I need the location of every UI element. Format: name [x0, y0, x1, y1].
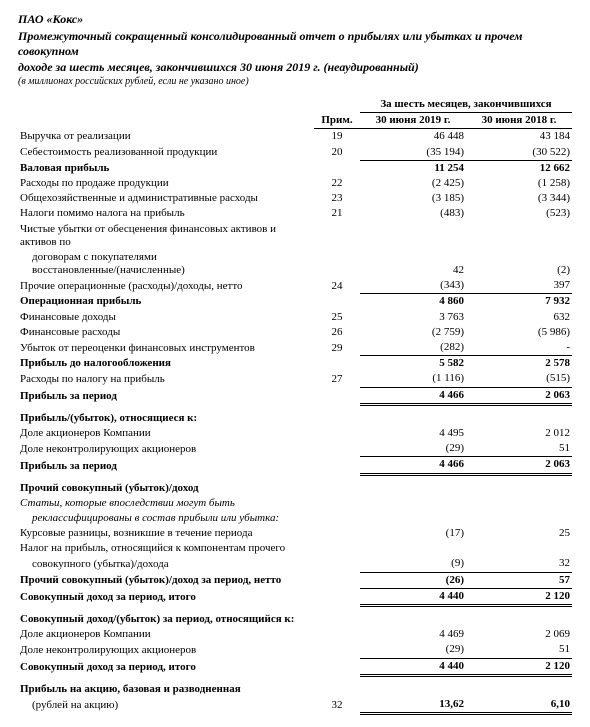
- row-eps-header: Прибыль на акцию, базовая и разводненная: [18, 682, 572, 697]
- income-statement-table: За шесть месяцев, закончившихся Прим. 30…: [18, 97, 572, 715]
- row-profit-period: Прибыль за период 4 466 2 063: [18, 387, 572, 404]
- col-2019-header: 30 июня 2019 г.: [360, 113, 466, 129]
- row-finance-expense: Финансовые расходы 26 (2 759) (5 986): [18, 325, 572, 340]
- row-tci-owners: Доле акционеров Компании 4 469 2 069: [18, 627, 572, 642]
- row-selling: Расходы по продаже продукции 22 (2 425) …: [18, 176, 572, 191]
- row-attr-nci: Доле неконтролирующих акционеров (29) 51: [18, 441, 572, 457]
- col-2018-header: 30 июня 2018 г.: [466, 113, 572, 129]
- row-oci-net: Прочий совокупный (убыток)/доход за пери…: [18, 572, 572, 588]
- row-revaluation: Убыток от переоценки финансовых инструме…: [18, 340, 572, 356]
- units-note: (в миллионах российских рублей, если не …: [18, 76, 572, 87]
- period-header: За шесть месяцев, закончившихся: [360, 97, 572, 113]
- row-reclass-1: Статьи, которые впоследствии могут быть: [18, 496, 572, 511]
- row-tci-nci: Доле неконтролирующих акционеров (29) 51: [18, 642, 572, 658]
- row-attr-owners: Доле акционеров Компании 4 495 2 012: [18, 426, 572, 441]
- row-impairment-2: договорам с покупателями восстановленные…: [18, 250, 572, 278]
- report-title-line2: доходе за шесть месяцев, закончившихся 3…: [18, 60, 572, 75]
- row-finance-income: Финансовые доходы 25 3 763 632: [18, 310, 572, 325]
- col-note-header: Прим.: [314, 113, 360, 129]
- row-gross-profit: Валовая прибыль 11 254 12 662: [18, 160, 572, 176]
- row-reclass-2: реклассифицированы в состав прибыли или …: [18, 511, 572, 526]
- row-impairment-1: Чистые убытки от обесценения финансовых …: [18, 222, 572, 250]
- row-income-tax: Расходы по налогу на прибыль 27 (1 116) …: [18, 371, 572, 387]
- row-oci-tax-1: Налог на прибыль, относящийся к компонен…: [18, 541, 572, 556]
- row-attributable-header: Прибыль/(убыток), относящиеся к:: [18, 411, 572, 426]
- row-other-taxes: Налоги помимо налога на прибыль 21 (483)…: [18, 206, 572, 221]
- row-oci-header: Прочий совокупный (убыток)/доход: [18, 481, 572, 496]
- row-operating-profit: Операционная прибыль 4 860 7 932: [18, 294, 572, 310]
- column-header-row: Прим. 30 июня 2019 г. 30 июня 2018 г.: [18, 113, 572, 129]
- report-title-line1: Промежуточный сокращенный консолидирован…: [18, 29, 572, 59]
- row-cogs: Себестоимость реализованной продукции 20…: [18, 145, 572, 161]
- row-other-operating: Прочие операционные (расходы)/доходы, не…: [18, 278, 572, 294]
- row-tci-attr-header: Совокупный доход/(убыток) за период, отн…: [18, 612, 572, 627]
- row-total-comprehensive: Совокупный доход за период, итого 4 440 …: [18, 588, 572, 605]
- row-revenue: Выручка от реализации 19 46 448 43 184: [18, 129, 572, 145]
- row-total-comprehensive-2: Совокупный доход за период, итого 4 440 …: [18, 658, 572, 675]
- row-fx: Курсовые разницы, возникшие в течение пе…: [18, 526, 572, 541]
- period-header-row: За шесть месяцев, закончившихся: [18, 97, 572, 113]
- row-oci-tax-2: совокупного (убытка)/дохода (9) 32: [18, 556, 572, 572]
- row-eps: (рублей на акцию) 32 13,62 6,10: [18, 697, 572, 714]
- company-name: ПАО «Кокс»: [18, 12, 572, 27]
- row-profit-period-2: Прибыль за период 4 466 2 063: [18, 457, 572, 474]
- row-admin: Общехозяйственные и административные рас…: [18, 191, 572, 206]
- row-profit-before-tax: Прибыль до налогообложения 5 582 2 578: [18, 356, 572, 372]
